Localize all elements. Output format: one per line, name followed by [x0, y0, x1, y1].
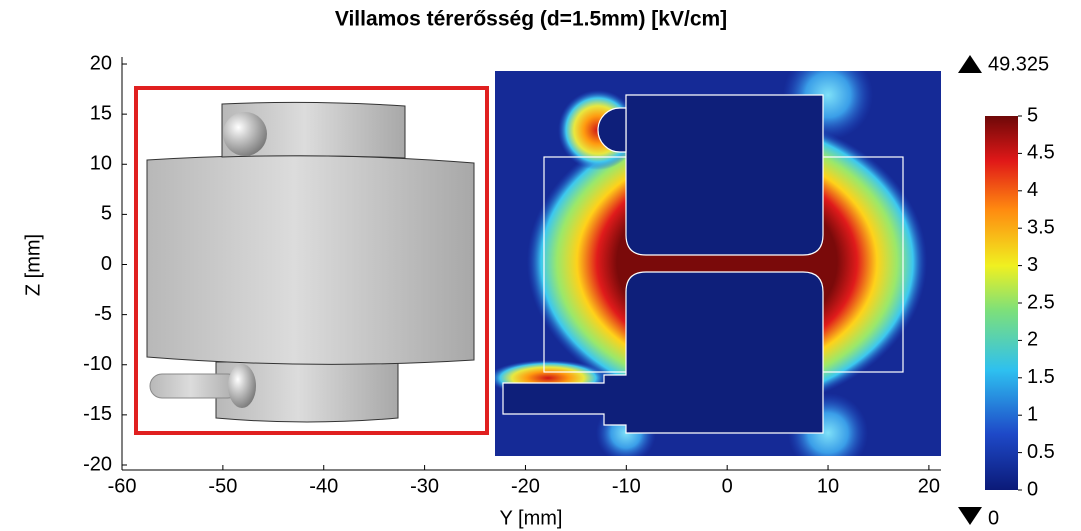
x-tick-label: -10 — [612, 475, 641, 497]
x-tick-label: -50 — [208, 475, 237, 497]
colorbar — [985, 116, 1018, 490]
y-tick-label: 20 — [90, 52, 112, 74]
x-tick-label: -20 — [511, 475, 540, 497]
x-tick-label: -30 — [410, 475, 439, 497]
colorbar-tick-label: 4 — [1027, 179, 1038, 201]
x-tick-label: 20 — [918, 475, 940, 497]
colorbar-tick-label: 2 — [1027, 329, 1038, 351]
y-tick-label: 5 — [101, 203, 112, 225]
y-tick-label: -20 — [83, 453, 112, 475]
colorbar-tick-label: 3 — [1027, 254, 1038, 276]
x-tick-label: -60 — [108, 475, 137, 497]
y-tick-label: 10 — [90, 153, 112, 175]
colorbar-tick-label: 0.5 — [1027, 441, 1055, 463]
x-tick-label: 0 — [722, 475, 733, 497]
geometry-inset — [136, 88, 487, 433]
colorbar-tick-label: 5 — [1027, 104, 1038, 126]
colorbar-tick-label: 0 — [1027, 478, 1038, 500]
colorbar-tick-label: 2.5 — [1027, 291, 1055, 313]
colorbar-max: 49.325 — [988, 53, 1049, 75]
y-tick-label: -15 — [83, 403, 112, 425]
y-tick-label: 15 — [90, 102, 112, 124]
colorbar-tick-label: 1 — [1027, 403, 1038, 425]
colorbar-tick-label: 3.5 — [1027, 216, 1055, 238]
field-plot — [488, 50, 941, 473]
chart-title: Villamos térerősség (d=1.5mm) [kV/cm] — [335, 8, 727, 31]
colorbar-tick-label: 4.5 — [1027, 142, 1055, 164]
max-marker — [958, 55, 982, 73]
x-tick-label: -40 — [309, 475, 338, 497]
colorbar-min: 0 — [988, 507, 999, 529]
chart: Villamos térerősség (d=1.5mm) [kV/cm] Y … — [0, 0, 1081, 531]
y-tick-label: -5 — [94, 303, 112, 325]
y-axis-label: Z [mm] — [22, 234, 44, 296]
min-marker — [958, 507, 982, 525]
y-tick-label: 0 — [101, 253, 112, 275]
x-tick-label: 10 — [817, 475, 839, 497]
y-tick-label: -10 — [83, 353, 112, 375]
colorbar-tick-label: 1.5 — [1027, 366, 1055, 388]
x-axis-label: Y [mm] — [500, 507, 563, 529]
